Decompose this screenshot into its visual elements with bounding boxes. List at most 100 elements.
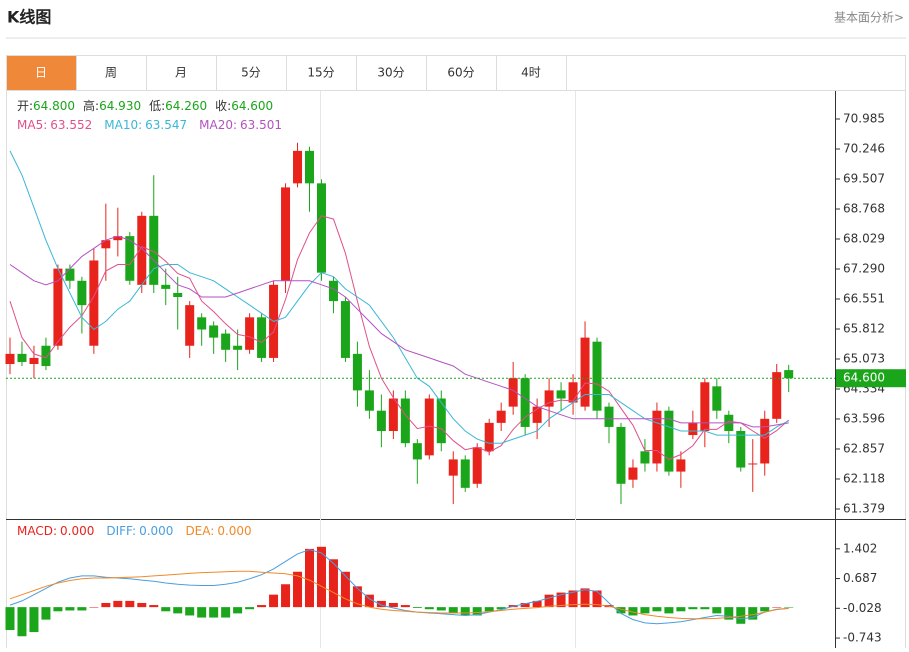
ohlc-label: 低: [149,99,165,113]
macd-bar [784,607,794,608]
tab[interactable] [216,55,287,91]
candle-body [424,398,434,456]
macd-bar [424,607,434,610]
legend-value: 0.000 [60,524,94,538]
tab-label[interactable]: 4时 [521,66,541,80]
macd-bar [472,607,482,616]
candle-body [436,398,446,444]
candle-body [221,333,231,350]
candle-body [161,284,171,289]
y-tick-label: 65.812 [843,322,885,336]
legend-name: DEA: [185,524,214,538]
candle-body [772,372,782,419]
candle-body [388,398,398,431]
tab-label[interactable]: 5分 [241,66,261,80]
ohlc-label: 收: [215,99,231,113]
candle-body [412,443,422,460]
macd-line [9,570,789,620]
y-tick-label: -0.743 [843,631,882,645]
legend-name: MA10: [104,118,142,132]
y-tick-label: 69.507 [843,171,885,185]
macd-bar [293,571,303,608]
macd-bar [328,559,338,608]
analysis-link[interactable]: 基本面分析> [834,11,904,25]
y-tick-label: 68.768 [843,202,885,216]
macd-bar [484,607,494,612]
macd-bar [568,590,578,608]
macd-bar [125,600,135,608]
legend-name: MA5: [17,118,47,132]
candle-body [760,418,770,464]
macd-bar [53,607,63,612]
macd-bar [712,607,722,614]
macd-bar [640,607,650,614]
candle-body [664,410,674,472]
candle-body [89,260,99,346]
candle-body [316,183,326,273]
legend: MA5: 63.552 MA10: 63.547 MA20: 63.501 [17,118,282,132]
candle-body [676,459,686,472]
candle-body [520,378,530,427]
tab[interactable] [496,55,567,91]
macd-bar [161,607,171,612]
panel-border [6,55,906,652]
ohlc-value: 64.930 [99,99,141,113]
macd-bar [5,607,15,631]
macd-bar [29,607,39,633]
macd-bar [520,602,530,608]
macd-bar [65,607,75,611]
legend-value: 0.000 [217,524,251,538]
macd-line [9,549,789,625]
candle-body [352,353,362,391]
tab-label[interactable]: 60分 [447,66,474,80]
y-tick-label: 0.687 [843,571,877,585]
candle-body [460,459,470,488]
tab[interactable] [426,55,497,91]
y-tick-label: -0.028 [843,601,882,615]
macd-bar [245,607,255,610]
macd-bar [185,607,195,616]
legend: MACD: 0.000 DIFF: 0.000 DEA: 0.000 [17,524,252,538]
candle-body [245,317,255,350]
candle-body [736,430,746,468]
macd-bar [77,607,87,611]
candle-body [125,236,135,281]
candle-body [568,382,578,403]
candle-body [712,386,722,411]
candle-body [305,150,314,184]
tab-label[interactable]: 日 [35,66,47,80]
candle-body [233,345,243,350]
ohlc-value: 64.600 [231,99,273,113]
y-tick-label: 63.596 [843,411,885,425]
candle-body [340,301,350,358]
macd-bar [17,607,27,637]
candle-body [400,398,410,444]
candle-body [185,305,195,346]
candle-body [556,390,566,399]
candle-body [173,292,183,298]
y-tick-label: 70.985 [843,111,885,125]
macd-bar [592,590,602,608]
tab-label[interactable]: 月 [175,66,187,80]
macd-bar [448,607,458,614]
candle-body [580,337,590,407]
tab[interactable] [356,55,427,91]
tab[interactable] [286,55,357,91]
last-price-label: 64.600 [843,371,885,385]
candle-body [448,459,458,476]
ohlc-info: 开:64.800 高:64.930 低:64.260 收:64.600 [17,98,273,113]
candle-body [41,345,51,367]
tab-label[interactable]: 30分 [377,66,404,80]
candle-body [65,268,75,281]
y-tick-label: 67.290 [843,262,885,276]
tab[interactable] [6,55,77,91]
legend-name: MACD: [17,524,57,538]
tab-label[interactable]: 15分 [307,66,334,80]
candle-body [77,280,87,306]
candle-body [628,467,638,480]
candle-body [640,451,650,464]
macd-bar [305,548,314,608]
tab-label[interactable]: 周 [105,66,117,80]
macd-bar [580,588,590,608]
